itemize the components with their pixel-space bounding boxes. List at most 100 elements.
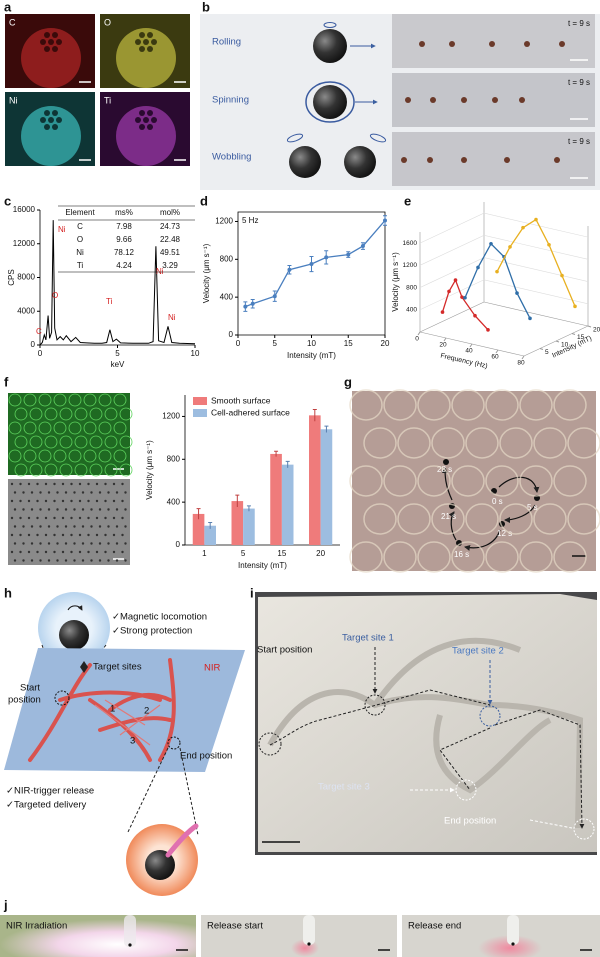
series-line [464, 242, 531, 319]
table-header: ms% [115, 208, 133, 217]
cell [74, 463, 88, 477]
cell [90, 508, 93, 511]
brightfield-image [8, 479, 130, 565]
point [534, 217, 538, 222]
tissue-cell [349, 465, 383, 497]
tissue-cell [349, 541, 383, 573]
element-label: O [104, 17, 111, 27]
tissue-cell [417, 465, 451, 497]
tissue-cell [485, 465, 519, 497]
robot [511, 942, 515, 946]
tissue-cell [383, 465, 417, 497]
x-axis-title: Intensity (mT) [287, 351, 336, 360]
robot-sphere [145, 850, 175, 880]
cell [74, 435, 88, 449]
hole [151, 117, 157, 123]
cell [70, 550, 73, 554]
cell [13, 559, 17, 562]
cell [70, 482, 73, 486]
cell [53, 393, 67, 407]
cell [10, 482, 14, 486]
robot-frame [405, 97, 411, 103]
hole [52, 110, 58, 116]
table-cell: 7.98 [116, 222, 132, 231]
target-circle [455, 779, 477, 801]
cell [30, 525, 34, 528]
axis [419, 301, 485, 333]
fluorescence-image [8, 393, 130, 475]
spectrum [39, 220, 196, 346]
cell [19, 499, 22, 503]
cell [89, 435, 103, 449]
panel-g: 0 s 5 s 12 s 16 s 21 s 28 s [352, 391, 596, 571]
cell [121, 533, 124, 537]
cell [87, 550, 90, 554]
hole [147, 124, 153, 130]
cell [98, 508, 102, 511]
rotation-icon [305, 81, 355, 123]
bar [309, 415, 321, 545]
feature-label: ✓Strong protection [112, 626, 192, 637]
cell [27, 516, 31, 520]
axis-title: Velocity (μm s⁻¹) [202, 243, 211, 303]
cell [38, 449, 52, 463]
cell [38, 393, 52, 407]
cell [39, 491, 42, 494]
hole [135, 39, 141, 45]
cell [121, 516, 124, 520]
tissue-cell [431, 503, 465, 535]
robot-frame [401, 157, 407, 163]
point [346, 252, 351, 257]
table-cell: 49.51 [160, 248, 181, 257]
hole [143, 39, 149, 45]
table-cell: 24.73 [160, 222, 181, 231]
cell [8, 393, 22, 407]
cell [113, 421, 127, 435]
point [463, 295, 467, 300]
end-circle [573, 818, 595, 840]
point [383, 218, 387, 223]
hole [139, 32, 145, 38]
element-label: Ti [104, 95, 111, 105]
cell [61, 533, 65, 537]
cell [56, 491, 59, 494]
cell [53, 449, 67, 463]
x-tick-label: 0 [236, 339, 241, 348]
table-cell: 78.12 [114, 248, 135, 257]
cell [36, 499, 39, 503]
panel-j: NIR Irradiation Release start Release en… [0, 915, 600, 957]
cell [119, 435, 133, 449]
cell [73, 559, 76, 562]
tissue-cell [383, 541, 417, 573]
tissue-cell [553, 389, 587, 421]
cell [53, 533, 56, 537]
point [272, 294, 277, 299]
cell [64, 491, 68, 494]
cell [13, 525, 17, 528]
cell [115, 525, 119, 528]
y-tick-label: 400 [167, 497, 181, 506]
mode-label: Wobbling [212, 152, 251, 163]
cell [95, 482, 99, 486]
cell [10, 550, 14, 554]
cell [23, 421, 37, 435]
cell [13, 491, 17, 494]
cell [81, 508, 85, 511]
cell [107, 559, 110, 562]
cell [47, 559, 51, 562]
y-tick-label: 1200 [215, 217, 233, 226]
hole [44, 32, 50, 38]
rotation-icon [369, 133, 387, 143]
cell [95, 550, 99, 554]
error-bar [285, 460, 290, 468]
hole [44, 124, 50, 130]
hole [48, 117, 54, 123]
cell [36, 533, 39, 537]
line [245, 220, 386, 308]
table-cell: 4.24 [116, 261, 132, 270]
cell [104, 499, 107, 503]
legend-swatch [193, 397, 207, 405]
target-label: Target site 3 [318, 782, 370, 793]
start-label: Start [20, 683, 40, 694]
pointer [529, 819, 573, 829]
